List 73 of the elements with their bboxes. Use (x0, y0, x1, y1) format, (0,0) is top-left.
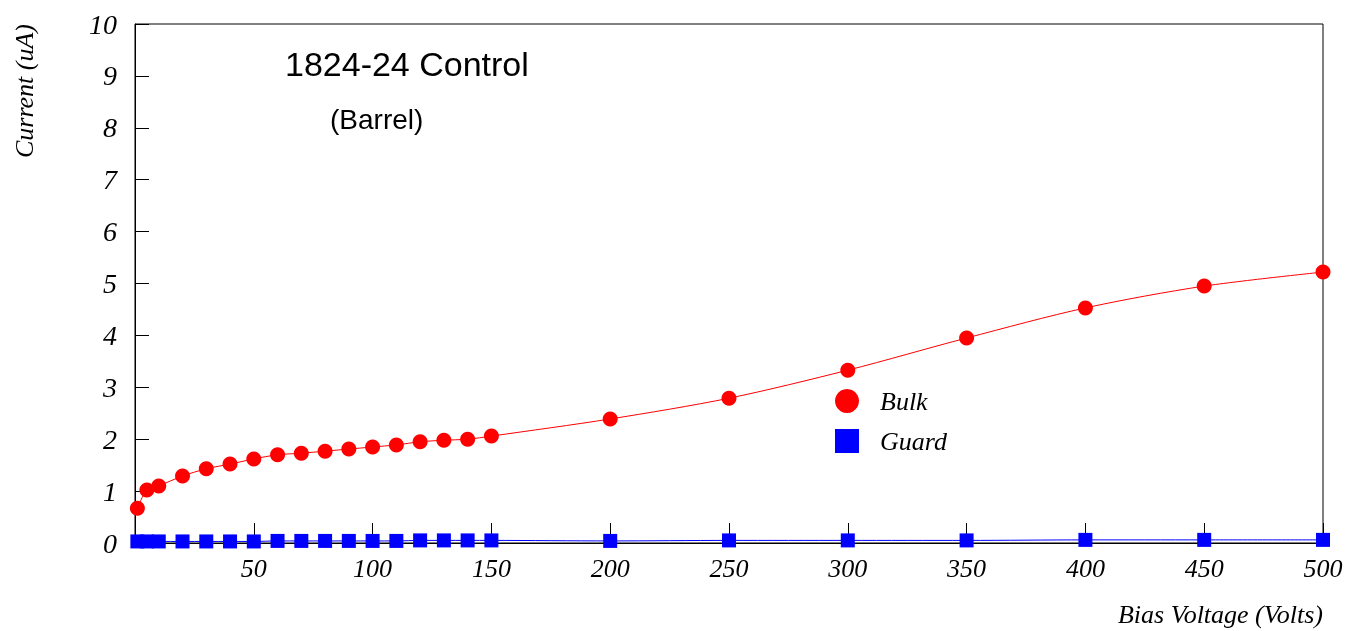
point (341, 533, 356, 548)
point (175, 534, 190, 549)
x-axis-title: Bias Voltage (Volts) (1117, 599, 1323, 629)
x-tick-label: 300 (827, 553, 868, 583)
point (412, 434, 428, 450)
point (840, 362, 856, 378)
point (389, 533, 404, 548)
x-tick-label: 200 (590, 553, 630, 583)
x-tick-label: 250 (709, 553, 749, 583)
legend-label: Guard (880, 426, 948, 456)
y-tick-label: 5 (103, 268, 117, 299)
point (317, 443, 333, 459)
point (436, 432, 452, 448)
x-tick-label: 50 (240, 553, 267, 583)
x-tick-label: 100 (353, 553, 393, 583)
point (484, 533, 499, 548)
point (722, 533, 736, 548)
y-tick-label: 6 (103, 216, 117, 248)
point (959, 330, 975, 346)
point (436, 533, 451, 548)
legend-label: Bulk (880, 386, 929, 416)
point (365, 533, 380, 548)
y-tick-label: 1 (103, 475, 117, 507)
point (151, 534, 166, 549)
point (293, 445, 309, 461)
point (1316, 532, 1330, 547)
point (139, 482, 155, 498)
point (198, 461, 214, 477)
point (840, 533, 855, 548)
point (1196, 278, 1212, 294)
point (603, 533, 618, 548)
point (246, 534, 261, 549)
point (721, 390, 737, 406)
y-tick-label: 4 (103, 319, 117, 351)
point (365, 439, 381, 455)
point (294, 533, 309, 548)
y-axis-title: Current (uA) (9, 24, 39, 159)
point (1315, 264, 1331, 280)
point (483, 428, 499, 444)
point (959, 533, 974, 548)
point (1078, 532, 1093, 547)
point (270, 447, 286, 463)
y-tick-label: 8 (103, 112, 117, 144)
point (175, 468, 191, 484)
point (460, 533, 475, 548)
point (460, 431, 476, 447)
y-tick-label: 3 (102, 371, 117, 403)
y-tick-label: 2 (103, 423, 117, 455)
point (602, 411, 618, 427)
point (1197, 532, 1212, 547)
x-tick-label: 350 (946, 553, 987, 583)
point (246, 451, 262, 467)
x-tick-label: 150 (471, 553, 511, 583)
point (222, 456, 238, 472)
y-tick-label: 0 (103, 527, 117, 559)
x-tick-label: 450 (1184, 553, 1224, 583)
x-tick-label: 400 (1065, 553, 1105, 583)
point (129, 500, 145, 516)
x-tick-label: 500 (1303, 553, 1343, 583)
point (318, 533, 333, 548)
point (223, 534, 238, 549)
y-tick-label: 7 (103, 164, 118, 196)
point (151, 478, 167, 494)
text: (Barrel) (330, 103, 424, 135)
point (341, 441, 357, 457)
text: 1824-24 Control (285, 45, 529, 83)
y-tick-label: 10 (89, 8, 117, 40)
point (199, 534, 214, 549)
point (388, 437, 404, 453)
y-tick-label: 9 (103, 60, 117, 92)
point (270, 533, 285, 548)
point (413, 533, 428, 548)
point (1077, 300, 1093, 316)
